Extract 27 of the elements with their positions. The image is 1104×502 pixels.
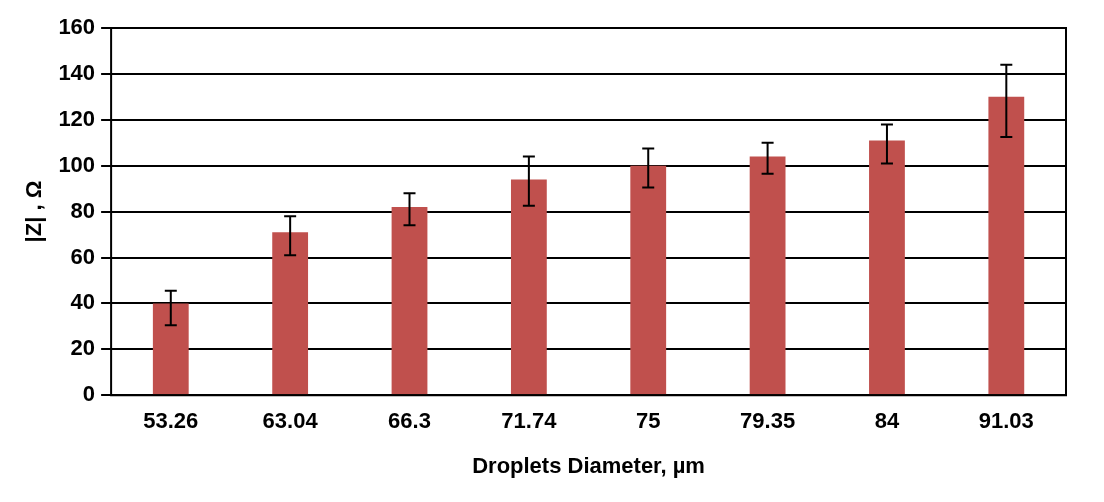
- x-axis-title: Droplets Diameter, µm: [472, 452, 705, 478]
- y-tick-label: 20: [70, 335, 96, 361]
- x-tick-label: 79.35: [740, 408, 796, 434]
- x-tick-label: 63.04: [262, 408, 319, 434]
- x-tick-label: 75: [635, 408, 661, 434]
- bar: [869, 140, 905, 395]
- bar: [630, 165, 667, 395]
- bar: [749, 156, 786, 395]
- bar: [152, 303, 189, 395]
- bar: [391, 207, 428, 395]
- x-tick-label: 91.03: [978, 408, 1034, 434]
- x-tick-label: 53.26: [143, 408, 199, 434]
- x-tick-label: 66.3: [388, 408, 431, 434]
- x-tick-label: 84: [874, 408, 900, 434]
- y-tick-label: 100: [58, 151, 96, 177]
- y-tick-label: 0: [82, 381, 96, 407]
- y-tick-label: 140: [58, 59, 96, 85]
- y-tick-label: 40: [70, 289, 96, 315]
- y-tick-label: 160: [58, 14, 96, 40]
- y-axis-title: |Z| , Ω: [21, 180, 47, 243]
- bar: [988, 96, 1025, 395]
- x-tick-label: 71.74: [501, 408, 558, 434]
- y-tick-label: 80: [70, 197, 96, 223]
- y-tick-label: 120: [58, 105, 96, 131]
- bar: [510, 179, 547, 395]
- bar: [272, 232, 309, 395]
- y-tick-label: 60: [70, 243, 96, 269]
